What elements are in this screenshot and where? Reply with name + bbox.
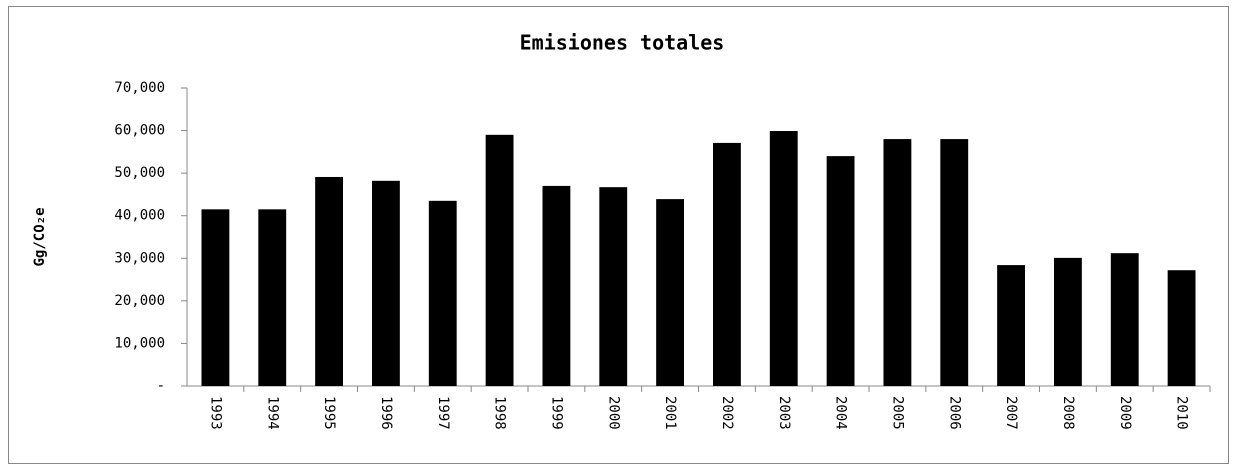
bar xyxy=(542,185,571,386)
y-tick-label: 70,000 xyxy=(114,80,165,96)
bar xyxy=(599,187,628,386)
x-tick-label: 2000 xyxy=(605,396,621,430)
y-tick-label: 60,000 xyxy=(114,123,165,139)
bar xyxy=(883,139,912,386)
bar xyxy=(315,176,344,386)
bar xyxy=(940,139,969,386)
x-tick-label: 2007 xyxy=(1003,396,1019,430)
x-tick-label: 1995 xyxy=(321,396,337,430)
bar xyxy=(371,180,400,386)
x-tick-label: 1996 xyxy=(378,396,394,430)
x-tick-label: 1997 xyxy=(435,396,451,430)
bar xyxy=(712,142,741,386)
bar xyxy=(428,200,457,386)
chart-title: Emisiones totales xyxy=(520,31,725,55)
x-tick-label: 2002 xyxy=(719,396,735,430)
x-tick-label: 2009 xyxy=(1117,396,1133,430)
bar xyxy=(201,209,230,386)
y-axis-label: Gg/CO₂e xyxy=(32,207,48,266)
x-tick-label: 2001 xyxy=(662,396,678,430)
bar xyxy=(1053,257,1082,386)
x-tick-label: 2003 xyxy=(776,396,792,430)
bar xyxy=(826,156,855,386)
x-tick-label: 2006 xyxy=(946,396,962,430)
x-tick-label: 1993 xyxy=(207,396,223,430)
y-tick-label: 50,000 xyxy=(114,165,165,181)
bar xyxy=(258,209,287,386)
x-tick-label: 2008 xyxy=(1060,396,1076,430)
y-tick-label: 10,000 xyxy=(114,335,165,351)
y-tick-label: - xyxy=(157,378,165,394)
bar xyxy=(997,265,1026,386)
y-tick-label: 40,000 xyxy=(114,208,165,224)
bar xyxy=(485,134,514,386)
bar xyxy=(769,130,798,386)
x-tick-label: 1994 xyxy=(264,396,280,430)
bar xyxy=(1110,253,1139,386)
x-tick-label: 2005 xyxy=(889,396,905,430)
x-tick-label: 1998 xyxy=(492,396,508,430)
x-tick-label: 2004 xyxy=(833,396,849,430)
y-tick-label: 30,000 xyxy=(114,250,165,266)
bar xyxy=(1167,270,1196,386)
bar xyxy=(656,199,685,386)
x-tick-label: 2010 xyxy=(1174,396,1190,430)
y-tick-label: 20,000 xyxy=(114,293,165,309)
x-tick-label: 1999 xyxy=(548,396,564,430)
